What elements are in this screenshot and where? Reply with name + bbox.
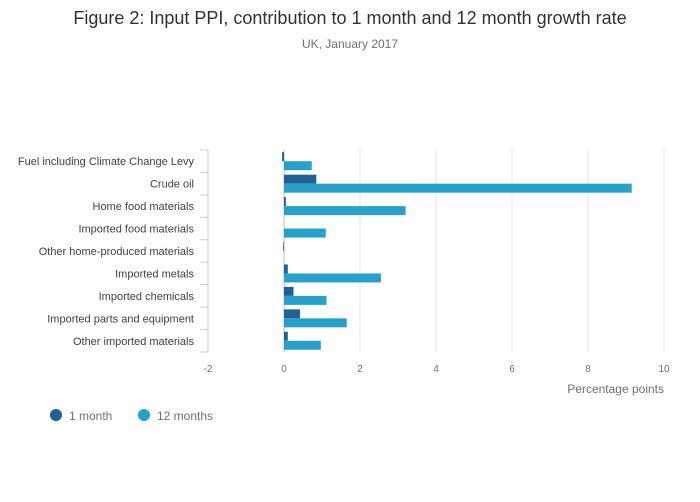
bar-1-month (284, 197, 286, 207)
x-tick-label: 8 (585, 364, 591, 375)
bar-12-months (284, 318, 347, 328)
legend-label: 1 month (69, 409, 112, 423)
bar-1-month (282, 152, 284, 162)
bar-12-months (284, 161, 312, 171)
bar-12-months (284, 228, 326, 238)
category-label: Home food materials (93, 201, 195, 213)
x-axis-title: Percentage points (567, 382, 664, 396)
category-label: Imported metals (115, 268, 194, 280)
bar-12-months (284, 273, 381, 283)
legend: 1 month 12 months (50, 409, 213, 423)
bar-1-month (284, 264, 288, 274)
category-label: Crude oil (150, 179, 194, 191)
legend-label: 12 months (157, 409, 213, 423)
x-tick-label: 4 (433, 364, 439, 375)
bar-1-month (284, 331, 288, 341)
category-labels: Fuel including Climate Change Levy Crude … (18, 156, 195, 348)
bar-12-months (284, 206, 406, 216)
y-axis (200, 149, 285, 353)
bar-12-months (284, 295, 327, 305)
x-tick-labels: -2 0 2 4 6 8 10 (204, 364, 670, 375)
bar-1-month (284, 286, 294, 296)
x-tick-label: 2 (357, 364, 363, 375)
gridlines (207, 150, 665, 352)
x-tick-label: 10 (658, 364, 670, 375)
category-label: Fuel including Climate Change Levy (18, 156, 195, 168)
bar-1-month (284, 309, 300, 319)
bars (282, 152, 632, 350)
category-label: Imported chemicals (99, 291, 195, 303)
bar-1-month (284, 174, 317, 184)
category-label: Imported parts and equipment (47, 313, 194, 325)
x-tick-label: 0 (281, 364, 287, 375)
bar-12-months (284, 340, 321, 350)
category-label: Other home-produced materials (39, 246, 195, 258)
legend-marker (50, 409, 62, 421)
chart-subtitle: UK, January 2017 (302, 37, 398, 51)
category-label: Imported food materials (78, 224, 194, 236)
chart-title: Figure 2: Input PPI, contribution to 1 m… (73, 8, 626, 28)
x-tick-label: -2 (204, 364, 213, 375)
x-tick-label: 6 (509, 364, 515, 375)
bar-12-months (284, 183, 632, 193)
legend-marker (138, 409, 150, 421)
category-label: Other imported materials (73, 336, 195, 348)
bar-1-month (283, 242, 284, 251)
